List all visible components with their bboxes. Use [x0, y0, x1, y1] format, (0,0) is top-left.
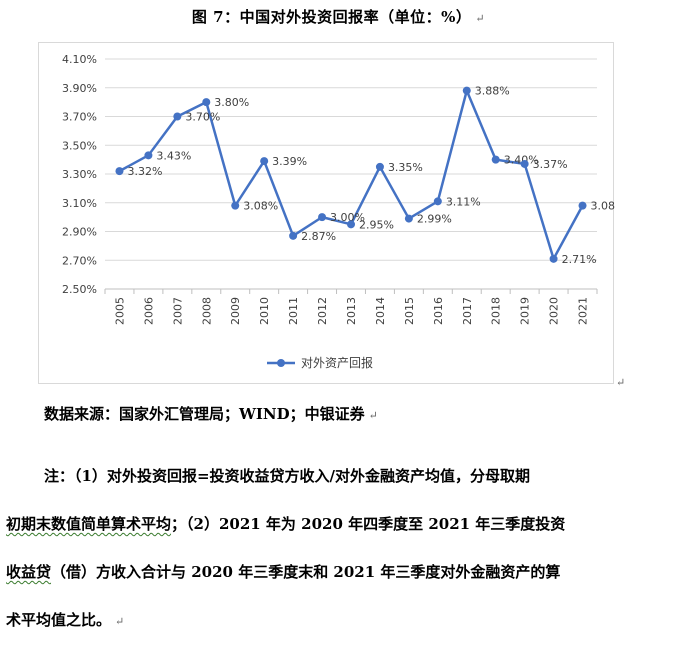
data-point — [173, 112, 182, 121]
data-point — [491, 155, 500, 164]
data-point — [115, 167, 124, 176]
paragraph-mark-icon: ↵ — [616, 376, 626, 389]
y-tick-label: 3.10% — [62, 197, 97, 210]
data-label: 3.80% — [214, 96, 249, 109]
legend-marker — [277, 359, 285, 367]
note-text-underlined: 初期末数值简单算术平均 — [6, 515, 172, 533]
x-tick-label: 2007 — [171, 297, 184, 325]
data-point — [318, 213, 327, 222]
data-label: 3.88% — [475, 85, 510, 98]
data-label: 3.08% — [243, 200, 278, 213]
y-tick-label: 4.10% — [62, 53, 97, 66]
y-tick-label: 3.50% — [62, 139, 97, 152]
y-tick-label: 3.90% — [62, 82, 97, 95]
data-source: 数据来源：国家外汇管理局；WIND；中银证券 ↵ — [44, 403, 378, 424]
data-point — [578, 201, 587, 210]
data-label: 3.43% — [156, 149, 191, 162]
note-text: 注：（1）对外投资回报=投资收益贷方收入/对外金融资产均值，分母取期 — [44, 467, 530, 485]
x-tick-label: 2006 — [142, 297, 155, 325]
note-text: （借）方收入合计与 2020 年三季度末和 2021 年三季度对外金融资产的算 — [51, 563, 561, 581]
y-tick-label: 2.70% — [62, 254, 97, 267]
data-point — [404, 214, 413, 223]
x-tick-label: 2015 — [403, 297, 416, 325]
data-source-text: 数据来源：国家外汇管理局；WIND；中银证券 — [44, 405, 365, 423]
data-label: 3.08% — [591, 200, 615, 213]
x-tick-label: 2021 — [577, 297, 590, 325]
data-point — [433, 197, 442, 206]
x-tick-label: 2016 — [432, 297, 445, 325]
data-label: 2.99% — [417, 213, 452, 226]
notes-block: 注：（1）对外投资回报=投资收益贷方收入/对外金融资产均值，分母取期 初期末数值… — [6, 452, 670, 644]
data-point — [260, 157, 269, 166]
chart-area: 2.50% 2.70% 2.90% 3.10% 3.30% 3.50% 3.70% 3.90%… — [38, 42, 615, 384]
data-point — [375, 162, 384, 171]
line-chart: 2.50% 2.70% 2.90% 3.10% 3.30% 3.50% 3.70% 3.90%… — [62, 53, 615, 370]
data-point — [144, 151, 153, 160]
x-tick-label: 2020 — [548, 297, 561, 325]
paragraph-mark-icon: ↵ — [475, 12, 486, 25]
data-label: 3.11% — [446, 195, 481, 208]
data-point — [231, 201, 240, 210]
data-label: 3.70% — [185, 111, 220, 124]
x-tick-label: 2009 — [229, 297, 242, 325]
note-text-underlined: 收益贷 — [6, 563, 52, 581]
data-point — [462, 86, 471, 95]
note-line: 初期末数值简单算术平均；（2）2021 年为 2020 年四季度至 2021 年… — [6, 500, 670, 548]
figure-title-text: 图 7：中国对外投资回报率（单位：%） — [191, 8, 472, 26]
data-point — [347, 220, 355, 229]
x-tick-label: 2017 — [461, 297, 474, 325]
x-tick-label: 2011 — [287, 297, 300, 325]
data-label: 3.37% — [533, 158, 568, 171]
data-label: 3.40% — [504, 154, 539, 167]
note-line: 收益贷（借）方收入合计与 2020 年三季度末和 2021 年三季度对外金融资产… — [6, 548, 670, 596]
data-label: 3.39% — [272, 155, 307, 168]
x-tick-label: 2018 — [490, 297, 503, 325]
paragraph-mark-icon: ↵ — [115, 615, 125, 628]
y-tick-label: 3.70% — [62, 111, 97, 124]
x-tick-label: 2005 — [113, 297, 126, 325]
x-tick-label: 2013 — [345, 297, 358, 325]
figure-title: 图 7：中国对外投资回报率（单位：%） ↵ — [0, 6, 677, 27]
y-tick-label: 2.50% — [62, 283, 97, 296]
note-line: 注：（1）对外投资回报=投资收益贷方收入/对外金融资产均值，分母取期 — [6, 452, 670, 500]
data-point — [289, 231, 298, 240]
note-line: 术平均值之比。 ↵ — [6, 596, 670, 644]
x-tick-label: 2014 — [374, 297, 387, 325]
x-tick-label: 2010 — [258, 297, 271, 325]
y-tick-label: 2.90% — [62, 226, 97, 239]
data-label: 2.71% — [562, 253, 597, 266]
data-label: 3.35% — [388, 161, 423, 174]
data-label: 2.87% — [301, 230, 336, 243]
legend-label: 对外资产回报 — [301, 355, 373, 370]
note-text: 术平均值之比。 — [6, 611, 112, 629]
x-tick-label: 2012 — [316, 297, 329, 325]
y-tick-label: 3.30% — [62, 168, 97, 181]
data-point — [520, 159, 529, 168]
data-label: 2.95% — [359, 218, 394, 231]
data-point — [202, 98, 211, 107]
paragraph-mark-icon: ↵ — [368, 409, 378, 422]
data-label: 3.32% — [127, 165, 162, 178]
x-tick-label: 2019 — [519, 297, 532, 325]
x-tick-label: 2008 — [200, 297, 213, 325]
data-point — [549, 254, 558, 263]
note-text: ；（2）2021 年为 2020 年四季度至 2021 年三季度投资 — [171, 515, 566, 533]
data-label: 3.00% — [330, 211, 365, 224]
